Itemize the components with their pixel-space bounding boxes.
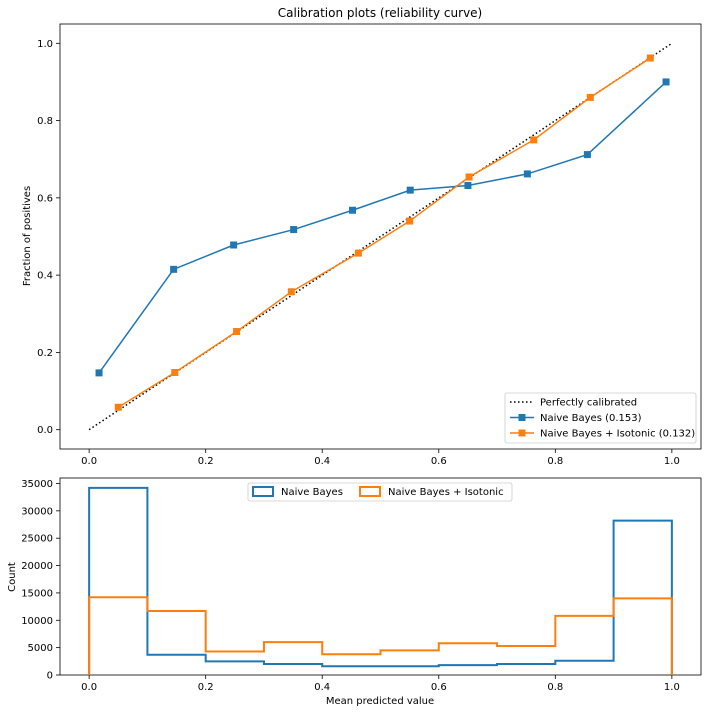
series-line — [117, 57, 651, 408]
data-point — [230, 241, 238, 249]
series-line — [98, 81, 667, 374]
y-tick-label: 25000 — [21, 534, 53, 545]
data-point — [662, 78, 670, 86]
histogram-step — [88, 596, 673, 675]
data-point — [646, 54, 654, 62]
x-tick-label: 0.4 — [314, 682, 330, 693]
histogram-plot-area — [59, 477, 702, 676]
histogram-x-axis-label: Mean predicted value — [326, 696, 434, 707]
data-point — [465, 173, 473, 181]
data-point — [523, 170, 531, 178]
x-tick-label: 0.8 — [547, 456, 563, 467]
legend-swatch — [359, 486, 381, 497]
y-tick-label: 30000 — [21, 506, 53, 517]
legend-swatch — [252, 486, 274, 497]
y-tick-label: 0.2 — [37, 348, 53, 359]
y-tick-label: 5000 — [28, 643, 53, 654]
data-point — [290, 226, 298, 234]
legend-marker — [518, 429, 526, 437]
calibration-plot-title: Calibration plots (reliability curve) — [278, 6, 482, 20]
data-point — [95, 369, 103, 377]
calibration-y-axis-label: Fraction of positives — [22, 186, 33, 286]
x-tick-label: 0.2 — [198, 682, 214, 693]
legend-label: Naive Bayes + Isotonic (0.132) — [540, 429, 695, 440]
data-point — [349, 206, 357, 214]
histogram-legend: Naive Bayes Naive Bayes + Isotonic — [247, 482, 513, 502]
y-tick-label: 15000 — [21, 588, 53, 599]
y-tick-label: 1.0 — [37, 39, 53, 50]
y-tick-label: 0.4 — [37, 271, 53, 282]
data-point — [354, 249, 362, 257]
legend-label: Naive Bayes — [281, 487, 343, 498]
y-tick-label: 10000 — [21, 616, 53, 627]
data-point — [406, 217, 414, 225]
data-point — [233, 328, 241, 336]
x-tick-label: 0.8 — [547, 682, 563, 693]
y-tick-label: 35000 — [21, 479, 53, 490]
x-tick-label: 1.0 — [664, 682, 680, 693]
data-point — [530, 136, 538, 144]
y-tick-label: 0.8 — [37, 116, 53, 127]
data-point — [287, 288, 295, 296]
data-point — [464, 182, 472, 189]
calibration-plot-area — [59, 23, 702, 450]
x-tick-label: 1.0 — [664, 456, 680, 467]
y-tick-label: 0.0 — [37, 425, 53, 436]
legend-label: Naive Bayes + Isotonic — [388, 487, 504, 498]
data-point — [406, 186, 414, 194]
data-point — [583, 151, 591, 159]
legend-label: Naive Bayes (0.153) — [540, 413, 642, 424]
x-tick-label: 0.6 — [431, 456, 447, 467]
x-tick-label: 0.4 — [314, 456, 330, 467]
calibration-legend: Perfectly calibrated Naive Bayes (0.153) N… — [504, 392, 697, 444]
x-tick-label: 0.6 — [431, 682, 447, 693]
y-tick-label: 0 — [47, 671, 53, 682]
y-tick-label: 0.6 — [37, 193, 53, 204]
y-tick-label: 20000 — [21, 561, 53, 572]
data-point — [586, 93, 594, 101]
data-point — [170, 265, 178, 273]
x-tick-label: 0.0 — [81, 456, 97, 467]
data-point — [114, 403, 122, 411]
legend-label: Perfectly calibrated — [540, 398, 637, 409]
x-tick-label: 0.0 — [81, 682, 97, 693]
histogram-step — [88, 486, 673, 675]
legend-marker — [518, 414, 526, 421]
histogram-y-axis-label: Count — [7, 562, 18, 592]
data-point — [171, 369, 179, 376]
x-tick-label: 0.2 — [198, 456, 214, 467]
